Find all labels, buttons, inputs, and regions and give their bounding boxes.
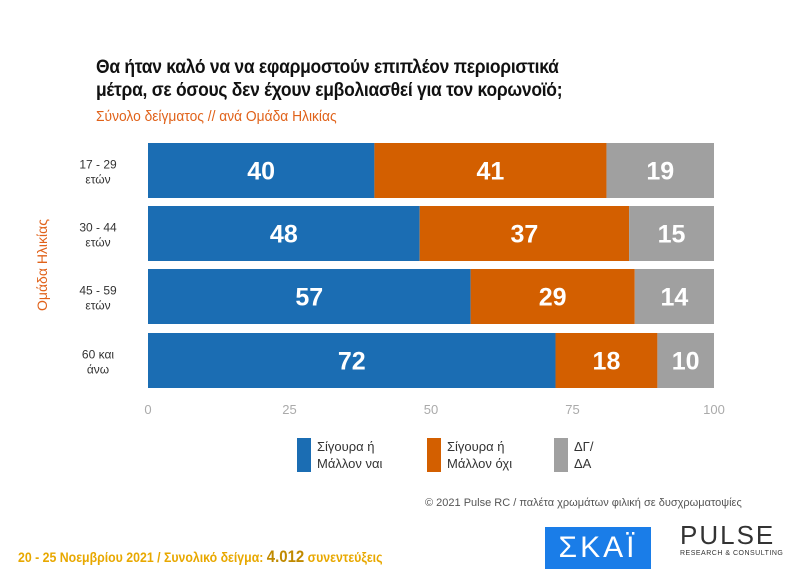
data-label: 10 — [672, 348, 700, 376]
legend-item: ΔΓ/ΔΑ — [554, 438, 593, 472]
data-label: 15 — [658, 221, 686, 249]
category-label: ετών — [85, 173, 110, 187]
legend-swatch — [297, 438, 311, 472]
y-axis-label: Ομάδα Ηλικίας — [34, 219, 50, 311]
x-tick-label: 25 — [282, 402, 296, 417]
bar-segment — [419, 206, 630, 261]
bar-segment — [374, 143, 607, 198]
pulse-logo: PULSE RESEARCH & CONSULTING — [680, 520, 784, 557]
legend-item: Σίγουρα ή Μάλλον ναι — [297, 438, 382, 472]
data-label: 18 — [593, 348, 621, 376]
category-label: 60 και — [82, 348, 114, 362]
legend-label: Σίγουρα ή Μάλλον όχι — [447, 439, 513, 471]
bar-segment — [634, 269, 714, 324]
category-label: άνω — [87, 363, 109, 377]
data-label: 40 — [247, 158, 275, 186]
bar-segment — [148, 333, 556, 388]
bar-segment — [606, 143, 714, 198]
skai-logo: ΣΚΑΪ — [545, 527, 651, 569]
footer: 20 - 25 Νοεμβρίου 2021 / Συνολικό δείγμα… — [18, 547, 383, 566]
data-label: 72 — [338, 348, 366, 376]
category-label: 17 - 29 — [79, 158, 117, 172]
data-label: 41 — [477, 158, 505, 186]
legend-swatch — [554, 438, 568, 472]
data-label: 48 — [270, 221, 298, 249]
bar-segment — [555, 333, 658, 388]
data-label: 57 — [295, 284, 323, 312]
bar-segment — [148, 269, 471, 324]
category-label: 30 - 44 — [79, 221, 117, 235]
legend-swatch — [427, 438, 441, 472]
x-tick-label: 100 — [703, 402, 725, 417]
category-label: 45 - 59 — [79, 284, 117, 298]
category-label: ετών — [85, 299, 110, 313]
bar-segment — [629, 206, 714, 261]
bar-segment — [657, 333, 714, 388]
x-tick-label: 75 — [565, 402, 579, 417]
data-label: 14 — [660, 284, 688, 312]
x-tick-label: 50 — [424, 402, 438, 417]
data-label: 37 — [510, 221, 538, 249]
data-label: 29 — [539, 284, 567, 312]
data-label: 19 — [646, 158, 674, 186]
copyright: © 2021 Pulse RC / παλέτα χρωμάτων φιλική… — [425, 497, 742, 509]
bar-segment — [470, 269, 635, 324]
legend-label: Σίγουρα ή Μάλλον ναι — [317, 439, 383, 471]
chart-subtitle: Σύνολο δείγματος // ανά Ομάδα Ηλικίας — [96, 108, 337, 125]
x-tick-label: 0 — [144, 402, 151, 417]
bar-segment — [148, 206, 420, 261]
legend-label: ΔΓ/ΔΑ — [574, 439, 594, 471]
category-label: ετών — [85, 236, 110, 250]
legend-item: Σίγουρα ή Μάλλον όχι — [427, 438, 512, 472]
bar-segment — [148, 143, 375, 198]
chart-title: Θα ήταν καλό να να εφαρμοστούν επιπλέον … — [96, 57, 563, 101]
